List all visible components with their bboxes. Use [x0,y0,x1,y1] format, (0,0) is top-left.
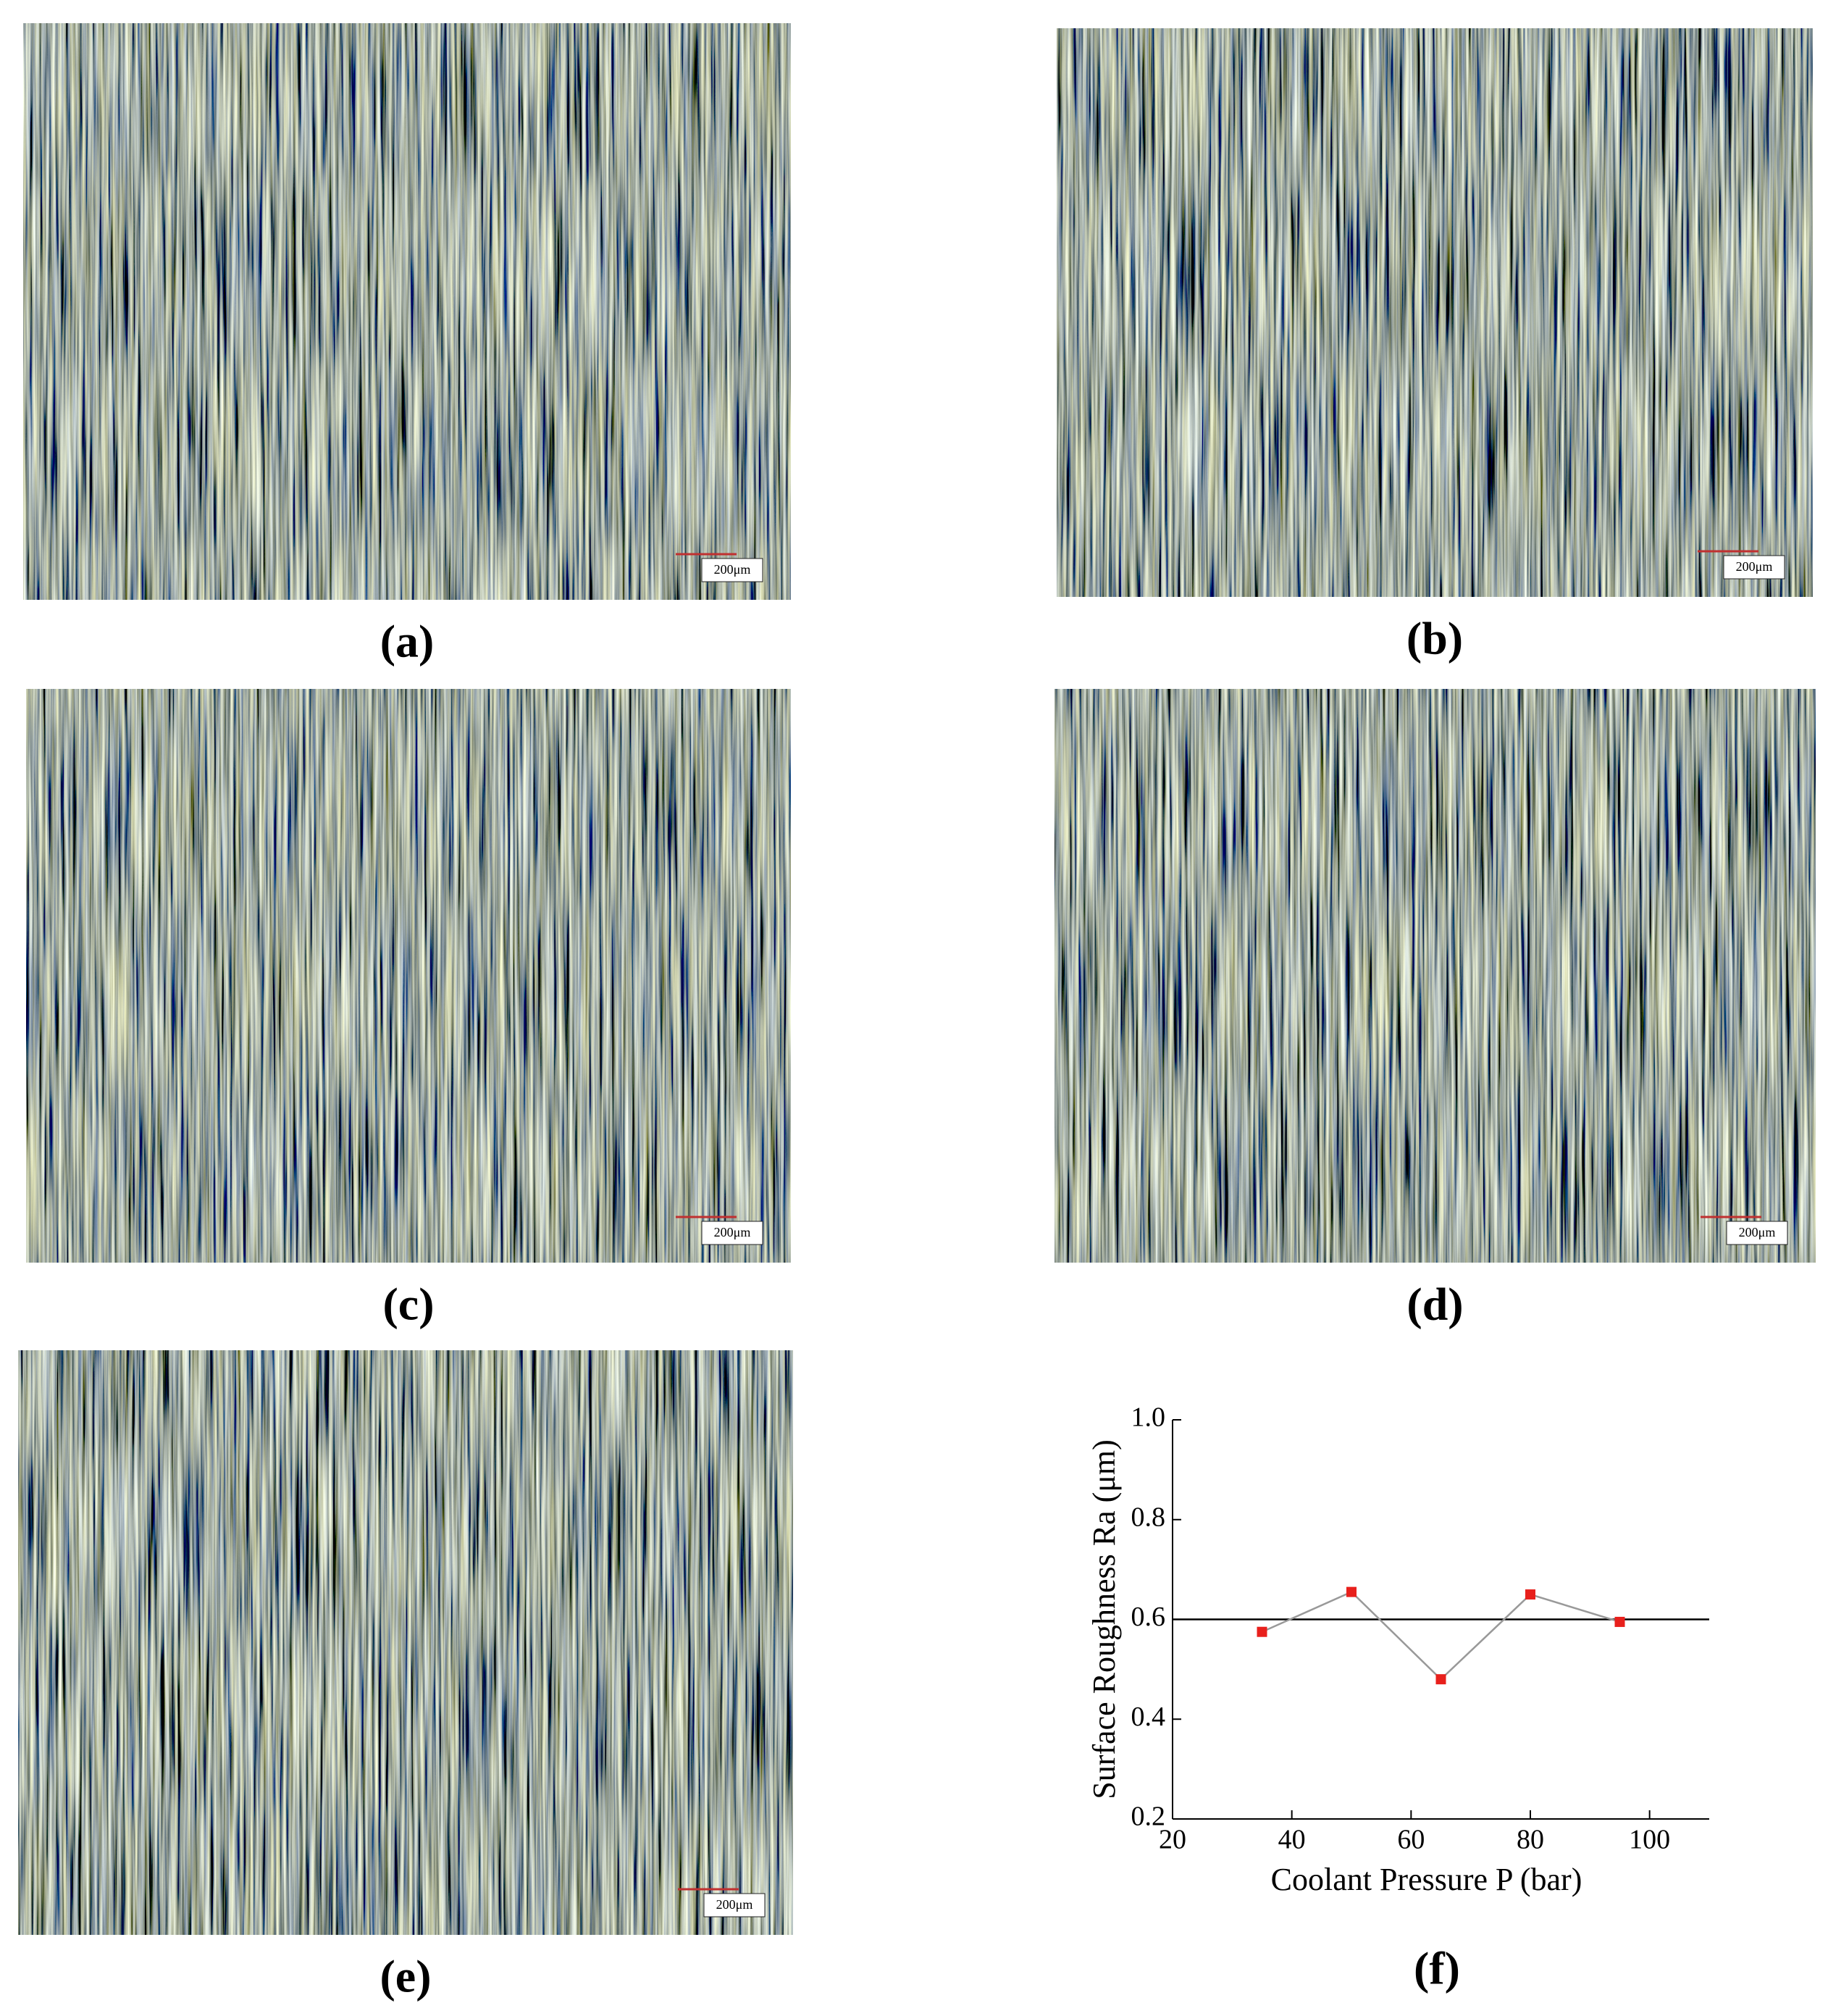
scale-bar-label: 200μm [1736,559,1773,574]
data-point [1614,1616,1625,1627]
scale-bar-box [1723,555,1785,580]
scale-bar-label: 200μm [716,1897,753,1912]
data-point [1525,1589,1535,1600]
micrograph [18,1350,793,1935]
scale-bar-label: 200μm [1739,1225,1776,1239]
scale-bar-box [701,1221,763,1245]
micrograph [1057,28,1813,597]
panel-label: (d) [1406,1279,1463,1330]
y-tick-label: 1.0 [1131,1402,1166,1433]
y-tick-label: 0.2 [1131,1802,1166,1832]
micrograph [23,23,791,600]
data-point [1346,1586,1357,1597]
y-axis-label: Surface Roughness Ra (μm) [1086,1439,1122,1799]
x-tick-label: 100 [1629,1825,1670,1855]
x-tick-label: 40 [1278,1825,1306,1855]
x-tick-label: 20 [1159,1825,1186,1855]
x-tick-label: 80 [1517,1825,1544,1855]
micrograph [1055,689,1816,1263]
scale-bar-label: 200μm [714,562,751,577]
scale-bar-box [1726,1221,1788,1245]
y-tick-label: 0.4 [1131,1702,1166,1732]
scale-bar-label: 200μm [714,1225,751,1239]
panel-label: (c) [382,1279,434,1330]
panel-label: (b) [1406,613,1463,664]
y-tick-label: 0.8 [1131,1502,1166,1532]
x-tick-label: 60 [1397,1825,1425,1855]
data-point [1257,1626,1267,1637]
micrograph [26,689,791,1263]
y-tick-label: 0.6 [1131,1602,1166,1632]
data-point [1435,1674,1446,1685]
scale-bar-box [701,558,763,582]
x-axis-label: Coolant Pressure P (bar) [1271,1862,1582,1897]
scale-bar-box [703,1893,766,1917]
panel-label: (e) [380,1951,431,2002]
panel-label: (a) [380,616,435,667]
series-line [1261,1591,1620,1681]
panel-label: (f) [1414,1943,1460,1994]
